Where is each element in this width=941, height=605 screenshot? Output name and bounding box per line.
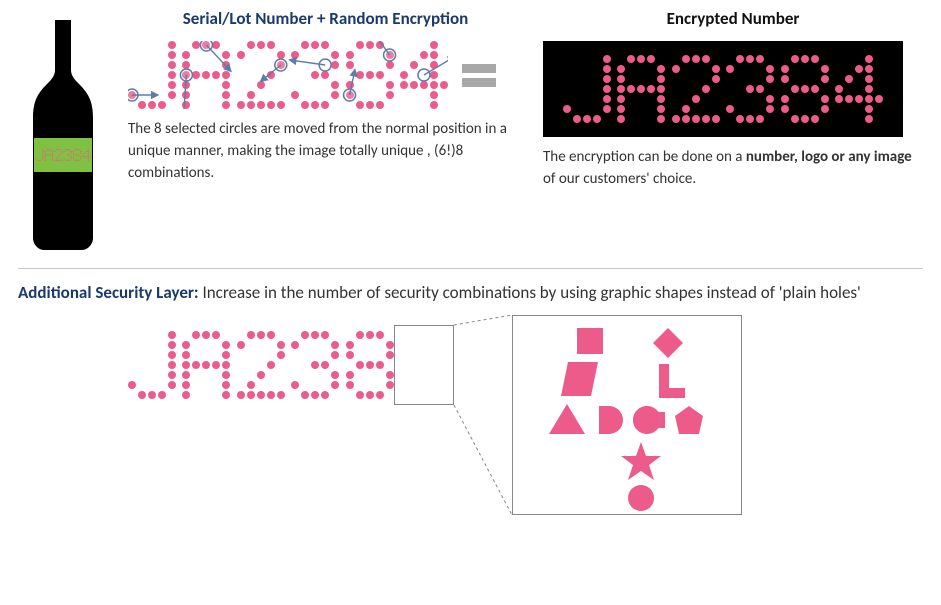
bottle-label xyxy=(34,138,92,172)
desc-moved-circles: The 8 selected circles are moved from th… xyxy=(128,119,523,184)
zoom-source-box xyxy=(394,325,454,405)
shape-triangle xyxy=(549,404,585,434)
shape-pentagon xyxy=(675,406,703,434)
bottle-graphic xyxy=(28,20,98,250)
zoom-shapes-panel xyxy=(512,315,742,515)
shape-square xyxy=(577,328,603,354)
heading-additional-security: Additional Security Layer: Increase in t… xyxy=(0,281,941,305)
shapes-svg xyxy=(513,316,743,516)
shape-circle xyxy=(628,485,654,511)
dot-code-with-arrows xyxy=(128,41,448,109)
shape-diamond xyxy=(653,328,683,358)
shape-L xyxy=(659,364,685,398)
shape-star xyxy=(621,442,661,480)
shape-D xyxy=(599,406,623,434)
heading-encrypted-number: Encrypted Number xyxy=(543,8,923,29)
desc-encryption-target: The encryption can be done on a number, … xyxy=(543,147,923,191)
heading-serial-encryption: Serial/Lot Number + Random Encryption xyxy=(128,8,523,29)
equals-icon xyxy=(462,59,496,92)
encrypted-display-black xyxy=(543,41,903,137)
shape-parallelogram xyxy=(561,362,598,396)
divider xyxy=(18,268,923,269)
